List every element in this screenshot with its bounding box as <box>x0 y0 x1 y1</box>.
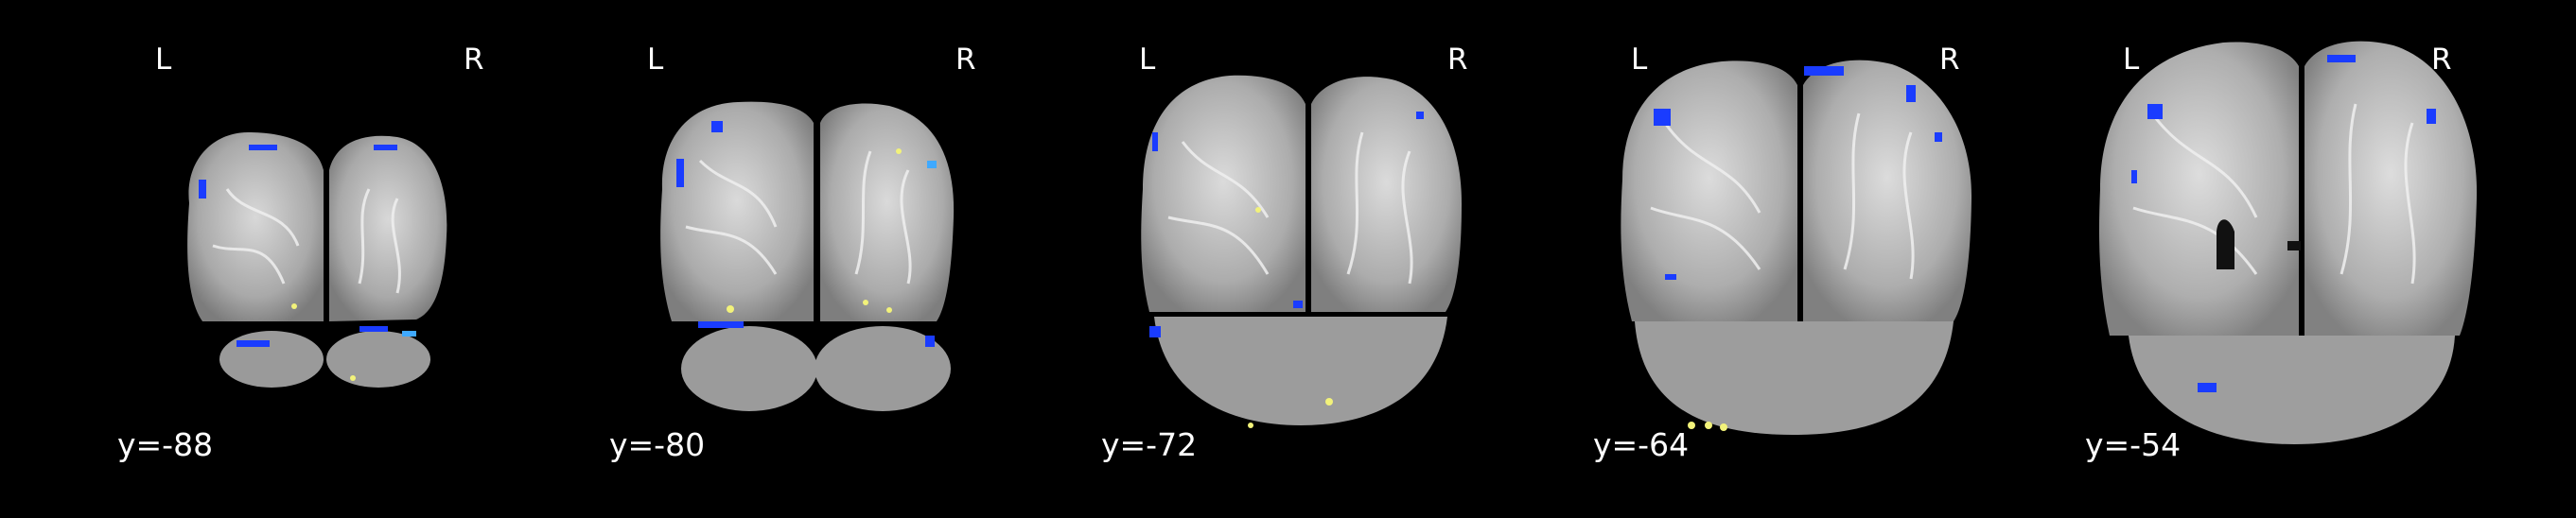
slice-coordinate-label: y=-88 <box>117 426 214 463</box>
cerebellum <box>681 326 951 411</box>
coronal-slice-image <box>660 101 955 411</box>
orientation-left-label: L <box>1139 43 1156 77</box>
activation-blobs <box>1149 112 1424 428</box>
slice-coordinate-label: y=-72 <box>1101 426 1198 463</box>
ventricles <box>2216 219 2301 269</box>
slice-coordinate-label: y=-64 <box>1593 426 1690 463</box>
coronal-slice-image <box>187 132 447 388</box>
brain-hemisphere-right <box>820 103 955 321</box>
orientation-left-label: L <box>2123 43 2140 77</box>
activation-blobs <box>1654 66 1942 431</box>
brain-hemisphere-left <box>2099 42 2299 337</box>
orientation-right-label: R <box>1939 43 1960 77</box>
brain-hemisphere-left <box>660 101 814 321</box>
orientation-left-label: L <box>155 43 172 77</box>
brain-hemisphere-right <box>1311 77 1462 312</box>
activation-blobs <box>199 145 416 381</box>
slice-panel-4: L R y=-64 <box>1476 0 1972 518</box>
orientation-left-label: L <box>1631 43 1648 77</box>
white-matter <box>2132 103 2416 285</box>
activation-blobs <box>676 121 937 347</box>
slice-panel-2: L R y=-80 <box>492 0 984 518</box>
white-matter <box>212 188 401 294</box>
cerebellum <box>1154 317 1447 425</box>
orientation-right-label: R <box>464 43 484 77</box>
cerebellum <box>2129 336 2455 444</box>
orientation-right-label: R <box>955 43 976 77</box>
white-matter <box>685 150 912 285</box>
cerebellum <box>219 331 430 388</box>
brain-hemisphere-left <box>187 132 324 321</box>
activation-blobs <box>2131 55 2436 392</box>
brain-hemisphere-left <box>1621 60 1797 321</box>
coronal-slice-image <box>2099 41 2478 444</box>
slice-coordinate-label: y=-80 <box>609 426 706 463</box>
brain-hemisphere-right <box>329 135 447 321</box>
brain-hemisphere-right <box>2304 41 2478 337</box>
orientation-left-label: L <box>647 43 664 77</box>
brain-hemisphere-left <box>1141 75 1306 312</box>
coronal-slice-image <box>1621 60 1972 435</box>
slice-panel-1: L R y=-88 <box>0 0 492 518</box>
white-matter <box>1167 131 1413 285</box>
brain-hemisphere-right <box>1803 60 1972 322</box>
white-matter <box>1650 112 1915 280</box>
slice-coordinate-label: y=-54 <box>2085 426 2182 463</box>
coronal-slice-image <box>1141 75 1462 428</box>
orientation-right-label: R <box>2431 43 2452 77</box>
slice-panel-3: L R y=-72 <box>984 0 1476 518</box>
cerebellum <box>1635 321 1954 435</box>
orientation-right-label: R <box>1447 43 1468 77</box>
slice-panel-5: L R y=-54 <box>1968 0 2478 518</box>
